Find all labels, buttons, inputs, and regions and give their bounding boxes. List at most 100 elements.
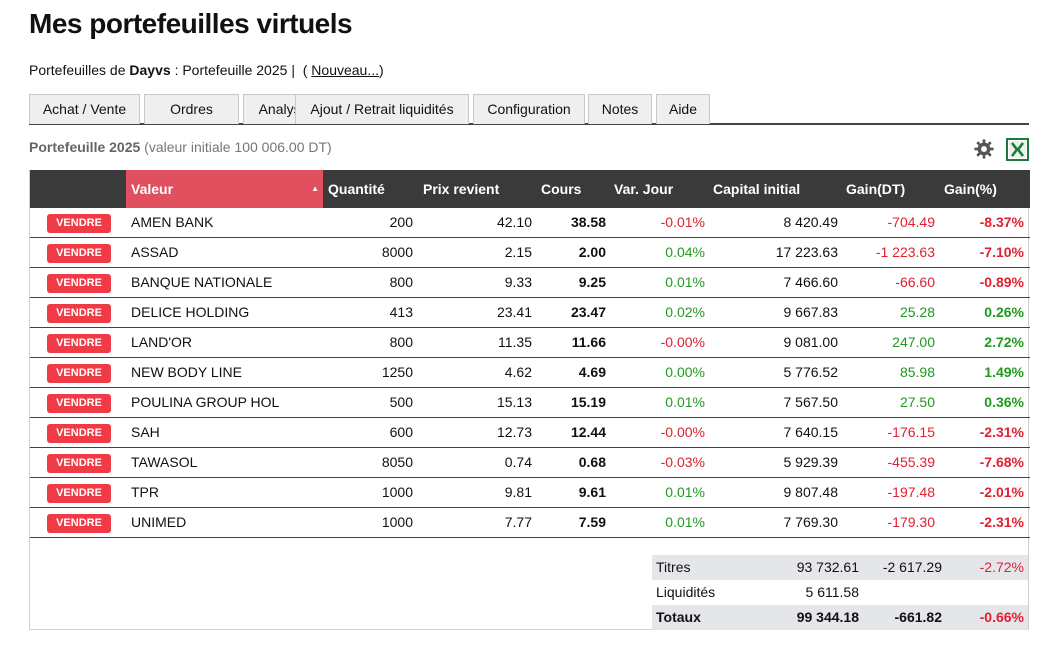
cell-gain-pct: 2.72% bbox=[984, 334, 1024, 350]
col-var-jour[interactable]: Var. Jour bbox=[614, 181, 674, 197]
tab-bar: Achat / Vente Ordres Analyse Ajout / Ret… bbox=[29, 94, 1029, 125]
sell-button[interactable]: VENDRE bbox=[47, 424, 111, 443]
cell-var-jour: 0.01% bbox=[665, 274, 705, 290]
cell-valeur[interactable]: BANQUE NATIONALE bbox=[131, 274, 273, 290]
table-row: VENDRE AMEN BANK 200 42.10 38.58 -0.01% 8 420.… bbox=[30, 208, 1030, 238]
col-capital-initial[interactable]: Capital initial bbox=[713, 181, 801, 197]
cell-gain-dt: -66.60 bbox=[895, 274, 935, 290]
cell-valeur[interactable]: ASSAD bbox=[131, 244, 179, 260]
cell-valeur[interactable]: AMEN BANK bbox=[131, 214, 214, 230]
summary-totaux-gain-pct: -0.66% bbox=[979, 609, 1024, 625]
cell-var-jour: 0.01% bbox=[665, 514, 705, 530]
summary-titres: Titres 93 732.61 -2 617.29 -2.72% bbox=[652, 555, 1028, 580]
cell-gain-pct: 1.49% bbox=[984, 364, 1024, 380]
cell-prix-revient: 11.35 bbox=[498, 334, 532, 350]
tab-configuration[interactable]: Configuration bbox=[473, 94, 585, 124]
cell-valeur[interactable]: LAND'OR bbox=[131, 334, 193, 350]
sell-button[interactable]: VENDRE bbox=[47, 244, 111, 263]
cell-quantite: 413 bbox=[389, 304, 413, 320]
cell-cours: 9.61 bbox=[578, 484, 606, 500]
cell-gain-pct: -2.31% bbox=[979, 424, 1024, 440]
tab-notes[interactable]: Notes bbox=[588, 94, 652, 124]
cell-prix-revient: 9.81 bbox=[504, 484, 532, 500]
cell-var-jour: -0.00% bbox=[660, 334, 705, 350]
table-header: Valeur ▲ Quantité Prix revient Cours Var… bbox=[30, 170, 1030, 208]
cell-valeur[interactable]: TAWASOL bbox=[131, 454, 198, 470]
cell-quantite: 200 bbox=[389, 214, 413, 230]
cell-valeur[interactable]: UNIMED bbox=[131, 514, 187, 530]
cell-cours: 2.00 bbox=[578, 244, 606, 260]
gear-icon[interactable] bbox=[973, 138, 995, 160]
breadcrumb-prefix: Portefeuilles de bbox=[29, 62, 126, 78]
portfolio-subtitle: Portefeuille 2025 (valeur initiale 100 0… bbox=[29, 139, 332, 155]
summary-totaux: Totaux 99 344.18 -661.82 -0.66% bbox=[652, 605, 1028, 630]
sell-button[interactable]: VENDRE bbox=[47, 214, 111, 233]
cell-gain-pct: -7.10% bbox=[979, 244, 1024, 260]
cell-quantite: 600 bbox=[389, 424, 413, 440]
cell-gain-pct: -8.37% bbox=[979, 214, 1024, 230]
summary-totaux-label: Totaux bbox=[656, 609, 701, 625]
col-gain-dt[interactable]: Gain(DT) bbox=[846, 181, 906, 197]
portfolio-table: Valeur ▲ Quantité Prix revient Cours Var… bbox=[29, 170, 1030, 630]
cell-valeur[interactable]: SAH bbox=[131, 424, 160, 440]
col-action bbox=[30, 170, 126, 208]
sell-button[interactable]: VENDRE bbox=[47, 334, 111, 353]
sell-button[interactable]: VENDRE bbox=[47, 304, 111, 323]
sell-button[interactable]: VENDRE bbox=[47, 274, 111, 293]
cell-valeur[interactable]: POULINA GROUP HOL bbox=[131, 394, 280, 410]
cell-capital-initial: 9 807.48 bbox=[783, 484, 839, 500]
cell-cours: 9.25 bbox=[578, 274, 606, 290]
table-row: VENDRE POULINA GROUP HOL 500 15.13 15.19 0.01… bbox=[30, 388, 1030, 418]
cell-quantite: 500 bbox=[389, 394, 413, 410]
col-quantite[interactable]: Quantité bbox=[328, 181, 385, 197]
sell-button[interactable]: VENDRE bbox=[47, 514, 111, 533]
cell-cours: 4.69 bbox=[578, 364, 606, 380]
cell-capital-initial: 8 420.49 bbox=[783, 214, 839, 230]
col-prix-revient[interactable]: Prix revient bbox=[423, 181, 500, 197]
cell-gain-pct: -7.68% bbox=[979, 454, 1024, 470]
breadcrumb-new-close: ) bbox=[379, 62, 384, 78]
cell-var-jour: -0.00% bbox=[660, 424, 705, 440]
cell-quantite: 800 bbox=[389, 274, 413, 290]
tab-ordres[interactable]: Ordres bbox=[144, 94, 239, 124]
cell-cours: 11.66 bbox=[571, 334, 606, 350]
cell-gain-pct: 0.36% bbox=[984, 394, 1024, 410]
sell-button[interactable]: VENDRE bbox=[47, 454, 111, 473]
sell-button[interactable]: VENDRE bbox=[47, 364, 111, 383]
col-cours[interactable]: Cours bbox=[541, 181, 582, 197]
table-row: VENDRE SAH 600 12.73 12.44 -0.00% 7 640.15 -176… bbox=[30, 418, 1030, 448]
new-portfolio-link[interactable]: Nouveau... bbox=[311, 62, 380, 78]
cell-valeur[interactable]: TPR bbox=[131, 484, 159, 500]
col-valeur[interactable]: Valeur ▲ bbox=[126, 170, 323, 208]
excel-icon[interactable] bbox=[1006, 138, 1029, 161]
page-title: Mes portefeuilles virtuels bbox=[29, 8, 353, 39]
cell-gain-pct: -0.89% bbox=[979, 274, 1024, 290]
portfolio-initial-value: (valeur initiale 100 006.00 DT) bbox=[144, 139, 332, 155]
sell-button[interactable]: VENDRE bbox=[47, 394, 111, 413]
table-row: VENDRE TAWASOL 8050 0.74 0.68 -0.03% 5 929.39 -… bbox=[30, 448, 1030, 478]
col-gain-pct[interactable]: Gain(%) bbox=[944, 181, 997, 197]
cell-quantite: 8050 bbox=[381, 454, 413, 470]
cell-quantite: 1000 bbox=[381, 514, 413, 530]
sell-button[interactable]: VENDRE bbox=[47, 484, 111, 503]
tab-ajout-retrait[interactable]: Ajout / Retrait liquidités bbox=[295, 94, 469, 124]
cell-gain-dt: 25.28 bbox=[899, 304, 935, 320]
tab-achat-vente[interactable]: Achat / Vente bbox=[29, 94, 140, 124]
cell-gain-dt: 247.00 bbox=[892, 334, 935, 350]
cell-cours: 7.59 bbox=[578, 514, 606, 530]
cell-gain-dt: 27.50 bbox=[899, 394, 935, 410]
table-row: VENDRE BANQUE NATIONALE 800 9.33 9.25 0.01% 7 … bbox=[30, 268, 1030, 298]
col-valeur-label: Valeur bbox=[131, 181, 174, 197]
cell-valeur[interactable]: DELICE HOLDING bbox=[131, 304, 250, 320]
table-row: VENDRE UNIMED 1000 7.77 7.59 0.01% 7 769.30 -17… bbox=[30, 508, 1030, 538]
cell-prix-revient: 15.13 bbox=[496, 394, 532, 410]
tab-aide[interactable]: Aide bbox=[656, 94, 710, 124]
cell-capital-initial: 5 929.39 bbox=[783, 454, 839, 470]
cell-cours: 23.47 bbox=[570, 304, 606, 320]
portfolio-name: Portefeuille 2025 bbox=[29, 139, 141, 155]
cell-gain-dt: -455.39 bbox=[887, 454, 935, 470]
cell-valeur[interactable]: NEW BODY LINE bbox=[131, 364, 242, 380]
cell-var-jour: 0.01% bbox=[665, 394, 705, 410]
table-row: VENDRE LAND'OR 800 11.35 11.66 -0.00% 9 081.00… bbox=[30, 328, 1030, 358]
cell-capital-initial: 7 769.30 bbox=[783, 514, 839, 530]
